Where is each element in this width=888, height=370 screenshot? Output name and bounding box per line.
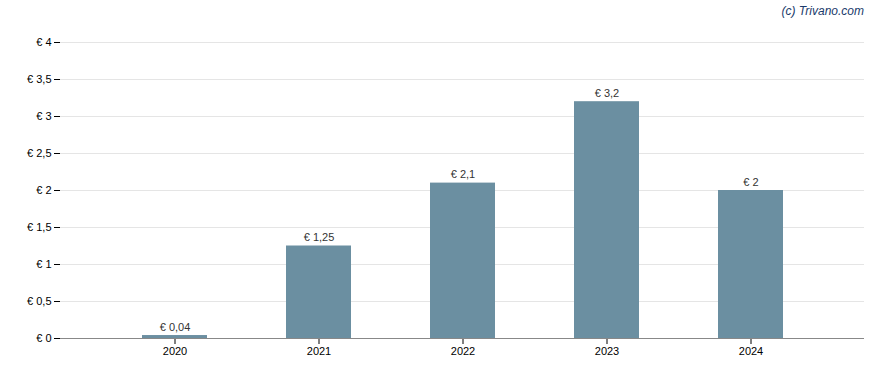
svg-text:€ 1,25: € 1,25 [304,231,335,243]
svg-text:2020: 2020 [163,345,187,357]
svg-text:€ 0,04: € 0,04 [160,321,191,333]
svg-text:€ 2: € 2 [743,176,758,188]
svg-text:€ 3: € 3 [36,110,51,122]
svg-text:€ 1,5: € 1,5 [27,221,51,233]
svg-text:€ 2,5: € 2,5 [27,147,51,159]
svg-text:2021: 2021 [307,345,331,357]
svg-text:€ 0: € 0 [36,332,51,344]
svg-text:2022: 2022 [451,345,475,357]
svg-text:€ 2: € 2 [36,184,51,196]
svg-text:2023: 2023 [595,345,619,357]
svg-text:€ 0,5: € 0,5 [27,295,51,307]
svg-text:2024: 2024 [739,345,763,357]
svg-text:€ 3,5: € 3,5 [27,73,51,85]
svg-text:€ 4: € 4 [36,36,51,48]
svg-text:€ 2,1: € 2,1 [451,168,475,180]
svg-text:€ 1: € 1 [36,258,51,270]
svg-text:€ 3,2: € 3,2 [595,87,619,99]
html-text:(c) Trivano.com: (c) Trivano.com [781,4,864,18]
